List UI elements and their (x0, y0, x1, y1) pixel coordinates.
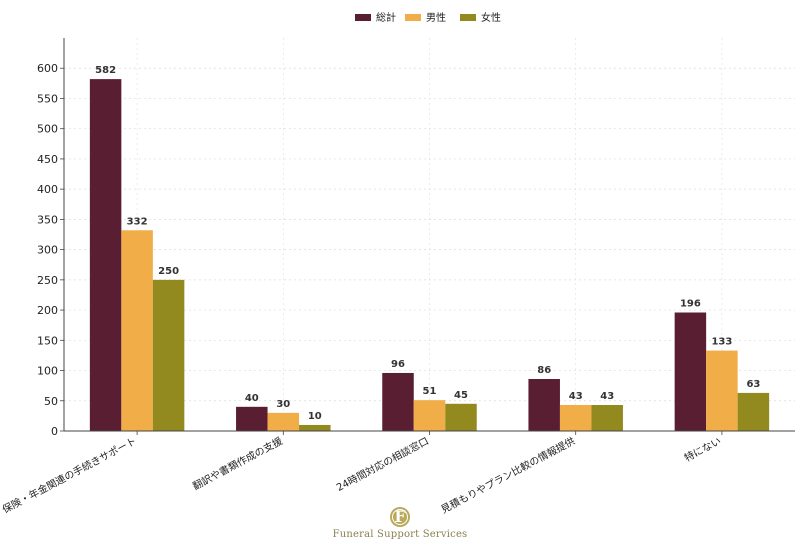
y-tick-label: 550 (37, 92, 58, 105)
bar (445, 403, 477, 431)
bar (737, 392, 770, 431)
data-label: 63 (746, 379, 760, 390)
brand-emblem-ring (392, 509, 408, 525)
bar (706, 350, 738, 431)
data-label: 40 (245, 393, 259, 404)
y-tick-label: 400 (37, 183, 58, 196)
data-label: 582 (95, 65, 116, 76)
bar (674, 312, 707, 431)
x-tick-label: 24時間対応の相談窓口 (334, 434, 431, 494)
y-tick-label: 600 (37, 62, 58, 75)
data-label: 43 (569, 391, 583, 402)
y-tick-label: 200 (37, 304, 58, 317)
legend-label: 総計 (376, 11, 396, 24)
bar (121, 230, 153, 431)
y-tick-label: 300 (37, 244, 58, 257)
axes (60, 38, 795, 435)
data-label: 332 (127, 216, 148, 227)
data-label: 133 (711, 337, 732, 348)
data-label: 96 (391, 359, 405, 370)
gridlines (64, 38, 795, 431)
data-label: 43 (600, 391, 614, 402)
brand-name: Funeral Support Services (333, 529, 468, 540)
legend: 総計 男性 女性 (355, 11, 501, 24)
x-tick-label: 見積もりやプラン比較の情報提供 (439, 434, 578, 516)
bar (382, 372, 414, 431)
bar (236, 406, 268, 431)
bar (89, 79, 122, 432)
legend-label: 男性 (426, 11, 446, 24)
data-label: 30 (276, 399, 290, 410)
bars (89, 79, 770, 432)
bar (152, 279, 185, 431)
bar (591, 405, 623, 431)
brand-logo: F Funeral Support Services (333, 507, 468, 540)
y-tick-label: 500 (37, 123, 58, 136)
data-label: 51 (423, 386, 437, 397)
bar (413, 400, 446, 431)
legend-swatch (405, 14, 421, 21)
bar (267, 412, 300, 431)
y-tick-label: 450 (37, 153, 58, 166)
x-tick-labels: 役所・保険・年金関連の手続きサポート 翻訳や書類作成の支援 24時間対応の相談窓口見… (0, 434, 723, 530)
bar (528, 379, 560, 431)
y-tick-labels: 0 50 100 150 200 250 300 350 400 450 500 550 600 (37, 62, 58, 438)
y-tick-label: 0 (51, 425, 58, 438)
y-tick-label: 50 (44, 395, 58, 408)
data-label: 86 (537, 365, 551, 376)
data-label: 196 (680, 298, 701, 309)
data-label: 10 (308, 411, 322, 422)
data-labels: 582 332 250 40 30 10 96 51 45 86 43 43 196 133 63 (95, 65, 760, 422)
data-label: 250 (158, 266, 179, 277)
legend-swatch (355, 14, 371, 21)
bar (299, 424, 331, 431)
brand-initial: F (394, 507, 406, 526)
x-tick-label: 特にない (682, 435, 723, 464)
legend-label: 女性 (481, 11, 501, 24)
x-tick-label: 役所・保険・年金関連の手続きサポート (0, 434, 139, 530)
x-tick-label: 翻訳や書類作成の支援 (190, 434, 284, 492)
y-tick-label: 250 (37, 274, 58, 287)
data-label: 45 (454, 390, 468, 401)
y-tick-label: 150 (37, 334, 58, 347)
legend-swatch (460, 14, 476, 21)
y-tick-label: 350 (37, 213, 58, 226)
y-tick-label: 100 (37, 365, 58, 378)
bar (559, 405, 592, 431)
